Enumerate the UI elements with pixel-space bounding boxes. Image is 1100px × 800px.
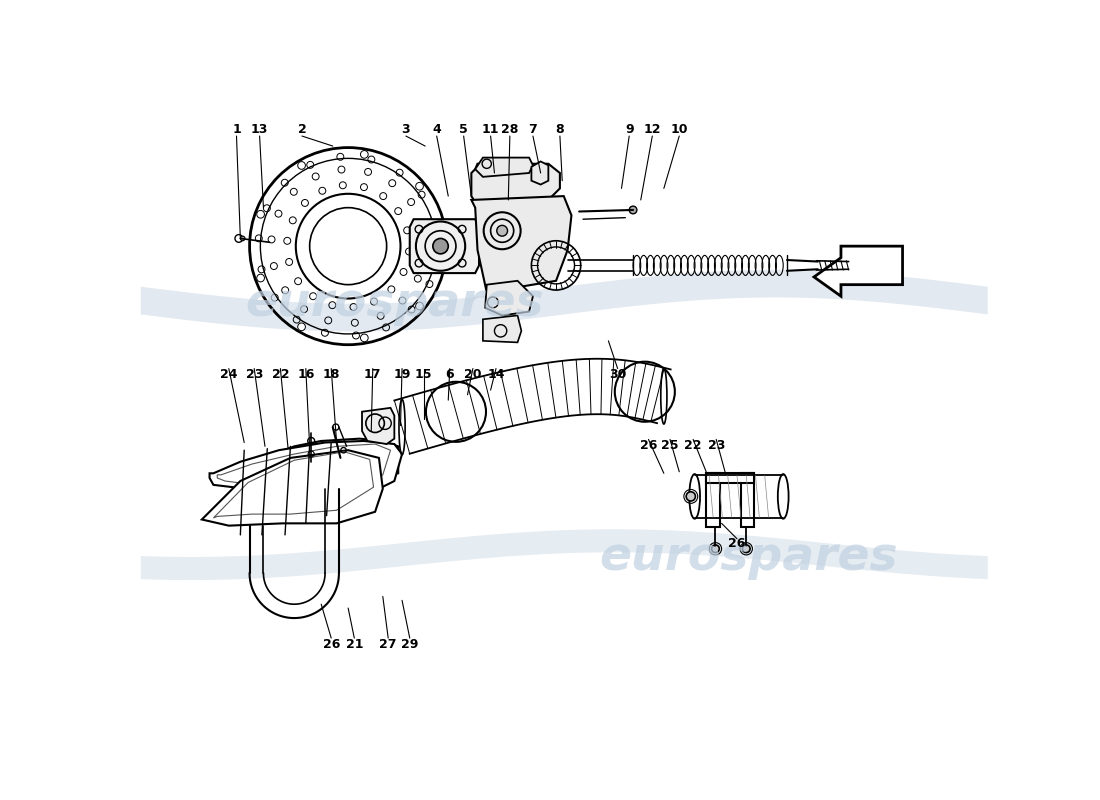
Polygon shape — [485, 281, 534, 315]
Circle shape — [433, 238, 449, 254]
Circle shape — [686, 492, 695, 501]
Text: eurospares: eurospares — [600, 535, 898, 581]
Polygon shape — [531, 162, 548, 185]
Polygon shape — [741, 474, 754, 527]
Text: 21: 21 — [345, 638, 363, 650]
Circle shape — [438, 242, 446, 250]
Circle shape — [629, 206, 637, 214]
Text: 24: 24 — [220, 368, 238, 382]
Text: 25: 25 — [661, 439, 679, 452]
Text: 26: 26 — [640, 439, 657, 452]
Polygon shape — [814, 246, 902, 296]
Text: 2: 2 — [298, 123, 306, 136]
Text: 26: 26 — [322, 638, 340, 650]
Polygon shape — [472, 164, 560, 204]
Text: 19: 19 — [394, 368, 410, 382]
Text: 14: 14 — [487, 368, 505, 382]
Text: 15: 15 — [415, 368, 432, 382]
Polygon shape — [475, 158, 534, 177]
Text: 29: 29 — [402, 638, 418, 650]
Text: 23: 23 — [245, 368, 263, 382]
Text: 6: 6 — [446, 368, 454, 382]
Circle shape — [256, 210, 264, 218]
Text: 8: 8 — [556, 123, 564, 136]
Text: 18: 18 — [322, 368, 340, 382]
Polygon shape — [483, 315, 521, 342]
Text: 1: 1 — [232, 123, 241, 136]
Text: eurospares: eurospares — [245, 282, 543, 326]
Polygon shape — [706, 474, 721, 527]
Text: 7: 7 — [529, 123, 537, 136]
Text: 28: 28 — [502, 123, 518, 136]
Polygon shape — [362, 408, 395, 444]
Polygon shape — [218, 444, 390, 490]
Circle shape — [240, 236, 245, 241]
Circle shape — [742, 545, 750, 553]
Circle shape — [712, 545, 719, 553]
Text: 12: 12 — [644, 123, 661, 136]
Text: 27: 27 — [379, 638, 397, 650]
Polygon shape — [409, 219, 480, 273]
Polygon shape — [213, 452, 374, 518]
Circle shape — [497, 226, 507, 236]
Text: 10: 10 — [671, 123, 688, 136]
Circle shape — [298, 162, 306, 170]
Text: 22: 22 — [272, 368, 289, 382]
Text: 23: 23 — [707, 439, 725, 452]
Polygon shape — [202, 450, 383, 526]
Circle shape — [298, 323, 306, 330]
Text: 30: 30 — [609, 368, 626, 382]
Polygon shape — [233, 438, 398, 479]
Text: 13: 13 — [251, 123, 268, 136]
Text: 20: 20 — [464, 368, 482, 382]
Circle shape — [256, 274, 264, 282]
Circle shape — [416, 182, 424, 190]
Text: 9: 9 — [625, 123, 634, 136]
Text: 5: 5 — [460, 123, 467, 136]
Text: 16: 16 — [297, 368, 315, 382]
Circle shape — [416, 302, 424, 310]
Polygon shape — [472, 196, 572, 292]
Text: 11: 11 — [482, 123, 499, 136]
Polygon shape — [209, 441, 403, 498]
Text: 4: 4 — [432, 123, 441, 136]
Circle shape — [361, 334, 368, 342]
Circle shape — [361, 150, 368, 158]
Text: 26: 26 — [728, 537, 746, 550]
Polygon shape — [706, 474, 754, 482]
Text: 3: 3 — [402, 123, 410, 136]
Text: 17: 17 — [364, 368, 382, 382]
Text: 22: 22 — [684, 439, 702, 452]
